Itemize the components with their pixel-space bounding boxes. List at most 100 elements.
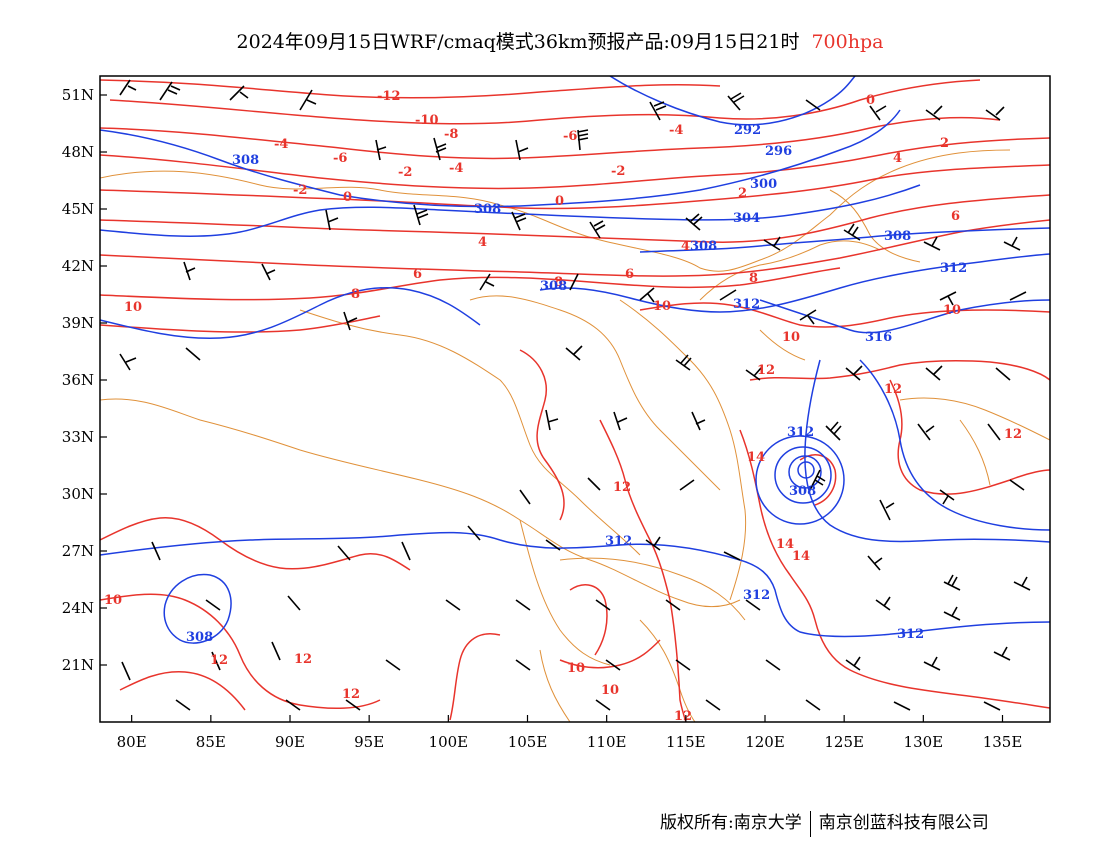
height-label: 296 xyxy=(765,144,792,159)
y-tick-label: 39N xyxy=(62,314,94,332)
y-tick-label: 30N xyxy=(62,485,94,503)
height-label: 308 xyxy=(474,202,501,217)
temp-label: -6 xyxy=(563,129,577,144)
temp-label: 10 xyxy=(567,661,585,676)
temp-label: 6 xyxy=(413,267,422,282)
temp-label: -2 xyxy=(293,183,307,198)
x-tick-label: 130E xyxy=(904,733,944,751)
temp-label: 10 xyxy=(653,299,671,314)
x-tick-label: 90E xyxy=(275,733,305,751)
border-lines xyxy=(100,149,1050,722)
copyright-footer: 版权所有:南京大学 南京创蓝科技有限公司 xyxy=(660,808,989,837)
x-tick-label: 85E xyxy=(196,733,226,751)
temp-label: 6 xyxy=(625,267,634,282)
map-title: 2024年09月15日WRF/cmaq模式36km预报产品:09月15日21时 7… xyxy=(237,31,884,53)
temp-label: 14 xyxy=(792,549,810,564)
y-tick-label: 36N xyxy=(62,371,94,389)
temp-label: 0 xyxy=(343,190,352,205)
temp-label: 2 xyxy=(738,186,747,201)
y-tick-label: 33N xyxy=(62,428,94,446)
x-tick-label: 120E xyxy=(745,733,785,751)
temp-label: -12 xyxy=(377,89,401,104)
y-tick-label: 48N xyxy=(62,143,94,161)
height-label: 312 xyxy=(897,627,924,642)
plot-area: -12 -10 -8 -6 -4 -4 -4 -2 -2 -2 0 0 0 2 … xyxy=(100,76,1050,724)
temp-label: 8 xyxy=(749,271,758,286)
temp-label: -10 xyxy=(415,113,439,128)
temp-label: 4 xyxy=(681,239,690,254)
temperature-contour-labels: -12 -10 -8 -6 -4 -4 -4 -2 -2 -2 0 0 0 2 … xyxy=(104,89,1022,724)
y-tick-label: 42N xyxy=(62,257,94,275)
temp-label: 12 xyxy=(1004,427,1022,442)
x-tick-label: 110E xyxy=(587,733,627,751)
title-main: 2024年09月15日WRF/cmaq模式36km预报产品:09月15日21时 xyxy=(237,31,800,53)
temp-label: 10 xyxy=(104,593,122,608)
x-tick-label: 95E xyxy=(354,733,384,751)
height-label: 308 xyxy=(690,239,717,254)
temp-label: 10 xyxy=(124,300,142,315)
temp-label: -4 xyxy=(274,137,288,152)
temp-label: -6 xyxy=(333,151,347,166)
temp-label: 12 xyxy=(884,382,902,397)
height-label: 312 xyxy=(787,425,814,440)
height-label: 308 xyxy=(884,229,911,244)
height-label: 316 xyxy=(865,330,892,345)
temp-label: 0 xyxy=(555,194,564,209)
footer-separator xyxy=(809,810,811,837)
y-tick-label: 27N xyxy=(62,542,94,560)
temp-label: 12 xyxy=(210,653,228,668)
y-tick-label: 51N xyxy=(62,86,94,104)
temp-label: -4 xyxy=(449,161,463,176)
temp-label: 0 xyxy=(866,93,875,108)
temp-label: 6 xyxy=(951,209,960,224)
height-label: 308 xyxy=(789,484,816,499)
title-level: 700hpa xyxy=(811,31,883,53)
temp-label: -8 xyxy=(444,127,458,142)
plot-frame xyxy=(99,75,1051,723)
y-tick-label: 24N xyxy=(62,599,94,617)
height-label: 312 xyxy=(743,588,770,603)
wind-barbs xyxy=(119,79,1031,711)
temp-label: 10 xyxy=(782,330,800,345)
height-label: 308 xyxy=(540,279,567,294)
temp-label: 8 xyxy=(351,287,360,302)
x-tick-label: 80E xyxy=(117,733,147,751)
x-tick-label: 135E xyxy=(983,733,1023,751)
height-label: 312 xyxy=(940,261,967,276)
x-axis: 80E 85E 90E 95E 100E 105E 110E 115E 120E 125E 130E… xyxy=(117,715,1023,751)
height-label: 304 xyxy=(733,211,760,226)
y-tick-label: 45N xyxy=(62,200,94,218)
x-tick-label: 105E xyxy=(508,733,548,751)
temp-label: 4 xyxy=(893,151,902,166)
temperature-contours xyxy=(100,79,1050,722)
temp-label: -2 xyxy=(611,164,625,179)
temp-label: 12 xyxy=(757,363,775,378)
x-tick-label: 100E xyxy=(429,733,469,751)
height-contour-labels: 292 296 300 304 308 308 308 308 308 308 … xyxy=(186,123,967,645)
temp-label: 12 xyxy=(342,687,360,702)
temp-label: 12 xyxy=(674,709,692,724)
height-label: 308 xyxy=(186,630,213,645)
temp-label: 4 xyxy=(478,235,487,250)
temp-label: 12 xyxy=(294,652,312,667)
height-label: 312 xyxy=(605,534,632,549)
temp-label: 10 xyxy=(601,683,619,698)
temp-label: 8 xyxy=(554,275,563,290)
x-tick-label: 125E xyxy=(824,733,864,751)
footer-right: 南京创蓝科技有限公司 xyxy=(818,813,989,833)
temp-label: 10 xyxy=(943,303,961,318)
y-tick-label: 21N xyxy=(62,656,94,674)
temp-label: 14 xyxy=(776,537,794,552)
height-label: 292 xyxy=(734,123,761,138)
height-label: 308 xyxy=(232,153,259,168)
temp-label: 14 xyxy=(747,450,765,465)
x-tick-label: 115E xyxy=(666,733,706,751)
height-label: 312 xyxy=(733,297,760,312)
y-axis: 51N 48N 45N 42N 39N 36N 33N 30N 27N 24N 21N xyxy=(62,86,107,674)
temp-label: -2 xyxy=(398,165,412,180)
temp-label: 12 xyxy=(613,480,631,495)
height-label: 300 xyxy=(750,177,777,192)
temp-label: -4 xyxy=(669,123,683,138)
footer-left: 版权所有:南京大学 xyxy=(660,813,802,833)
